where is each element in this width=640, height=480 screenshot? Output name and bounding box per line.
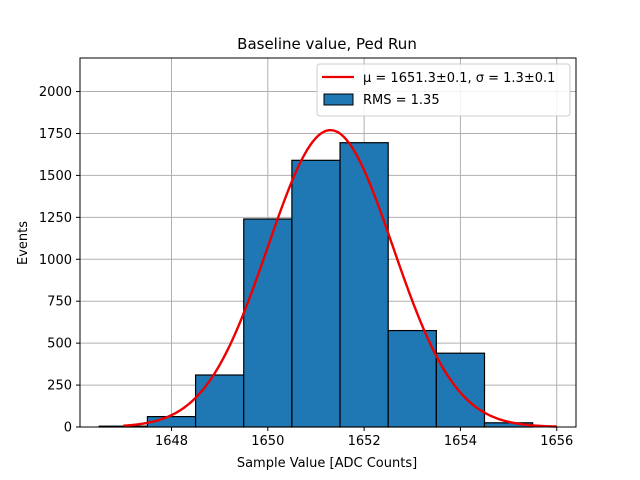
histogram-bar (435, 352, 486, 428)
y-tick-label: 0 (64, 421, 72, 436)
legend-box (316, 63, 571, 117)
y-tick-label: 1250 (39, 211, 72, 226)
y-tick-label: 1750 (39, 127, 72, 142)
y-tick-label: 1000 (39, 253, 72, 268)
y-tick-label: 500 (47, 337, 72, 352)
x-tick-label: 1656 (540, 434, 573, 449)
legend-rms-label: RMS = 1.35 (363, 93, 440, 108)
legend-rms-swatch (323, 93, 354, 106)
y-axis-title: Events (16, 221, 31, 265)
axis-ticks: 1648 1650 1652 1654 1656 0 250 500 750 1000 1250 15… (39, 85, 573, 449)
x-tick-label: 1648 (155, 434, 188, 449)
x-tick-label: 1654 (444, 434, 477, 449)
legend: μ = 1651.3±0.1, σ = 1.3±0.1 RMS = 1.35 (316, 63, 571, 117)
legend-fit-label: μ = 1651.3±0.1, σ = 1.3±0.1 (363, 71, 555, 86)
histogram-bar (194, 374, 245, 428)
x-tick-label: 1650 (251, 434, 284, 449)
histogram-bar (291, 159, 341, 428)
y-tick-label: 1500 (39, 169, 72, 184)
histogram-bar (387, 329, 437, 428)
x-tick-label: 1652 (348, 434, 381, 449)
gaussian-fit-line (123, 128, 557, 428)
chart-title: Baseline value, Ped Run (237, 35, 417, 53)
fit-curve-layer (123, 128, 557, 428)
y-tick-label: 2000 (39, 85, 72, 100)
plot-frame (79, 57, 577, 428)
histogram-bars (98, 142, 534, 428)
y-tick-label: 750 (47, 295, 72, 310)
y-tick-label: 250 (47, 379, 72, 394)
histogram-bar (339, 142, 389, 428)
x-axis-title: Sample Value [ADC Counts] (237, 456, 417, 471)
